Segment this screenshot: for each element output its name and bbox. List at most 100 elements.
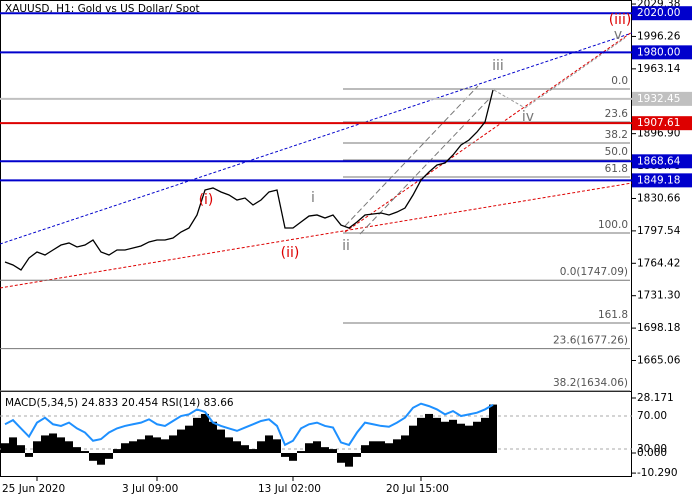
macd-bar <box>409 425 417 453</box>
macd-bar <box>417 417 425 453</box>
y-tick-label: 1797.54 <box>637 225 681 237</box>
y-tick-label: 0.000 <box>637 447 667 459</box>
x-tick-label: 25 Jun 2020 <box>2 483 65 495</box>
macd-bar <box>89 452 97 461</box>
channel-line <box>344 85 479 227</box>
macd-bar <box>425 413 433 453</box>
fib-label: 38.2(1634.06) <box>553 377 628 389</box>
macd-bar <box>25 452 33 457</box>
fib-label: 23.6 <box>605 108 629 120</box>
macd-bar <box>241 445 249 453</box>
macd-bar <box>129 441 137 453</box>
projection-line <box>524 37 626 109</box>
macd-bar <box>297 451 305 453</box>
macd-bar <box>121 443 129 453</box>
macd-bar <box>481 417 489 453</box>
level-box <box>632 173 692 188</box>
macd-bar <box>153 437 161 453</box>
macd-bar <box>97 452 105 465</box>
macd-bar <box>313 441 321 453</box>
y2-tick-label: 70.00 <box>637 410 667 422</box>
level-label: 1868.64 <box>637 155 681 167</box>
y-tick-label: 28.171 <box>637 392 674 404</box>
macd-bar <box>281 452 289 457</box>
fib-label: 23.6(1677.26) <box>553 335 628 347</box>
macd-bar <box>193 417 201 453</box>
macd-bar <box>273 439 281 453</box>
macd-bar <box>305 443 313 453</box>
macd-bar <box>433 417 441 453</box>
level-box <box>632 6 692 21</box>
macd-bar <box>169 435 177 453</box>
fib-label: 61.8 <box>605 163 628 175</box>
macd-bar <box>321 447 329 453</box>
x-tick-label: 3 Jul 09:00 <box>122 483 178 495</box>
macd-bar <box>449 419 457 453</box>
macd-bar <box>185 425 193 453</box>
macd-bar <box>473 421 481 453</box>
macd-bar <box>385 443 393 453</box>
y-tick-label: 1764.42 <box>637 257 680 269</box>
fib-label: 0.0(1747.09) <box>560 266 628 278</box>
macd-bar <box>17 445 25 453</box>
level-box <box>632 45 692 60</box>
level-label: 1849.18 <box>637 174 680 186</box>
macd-bar <box>345 452 353 467</box>
macd-bar <box>177 429 185 453</box>
macd-bar <box>9 437 17 453</box>
macd-bar <box>225 437 233 453</box>
macd-bar <box>33 441 41 453</box>
y-tick-label: 2029.38 <box>637 0 680 10</box>
wave-label: ii <box>342 238 350 254</box>
fib-label: 100.0 <box>598 219 628 231</box>
x-tick-label: 13 Jul 02:00 <box>258 483 321 495</box>
level-label: 2020.00 <box>637 7 680 19</box>
level-box <box>632 91 692 106</box>
price-line <box>4 89 494 271</box>
y-tick-label: -10.290 <box>637 467 678 479</box>
rsi-line <box>4 402 494 447</box>
y-tick-label: 1665.06 <box>637 355 681 367</box>
wave-label: (i) <box>199 192 214 208</box>
y-tick-label: 1698.18 <box>637 322 680 334</box>
macd-bar <box>57 437 65 453</box>
macd-bar <box>81 451 89 453</box>
x-tick-label: 20 Jul 15:00 <box>386 483 449 495</box>
level-box <box>632 154 692 169</box>
macd-bar <box>489 404 497 453</box>
macd-bar <box>65 441 73 453</box>
wave-label: (iii) <box>609 12 632 28</box>
level-label: 1980.00 <box>637 46 680 58</box>
wave-label: i <box>311 190 315 206</box>
wave-label: v <box>614 27 622 43</box>
trend-line <box>0 32 633 245</box>
macd-bar <box>233 441 241 453</box>
wave-label: iii <box>492 58 504 74</box>
macd-bar <box>249 449 257 453</box>
macd-bar <box>161 439 169 453</box>
macd-bar <box>289 452 297 461</box>
macd-bar <box>1 443 9 453</box>
level-label: 1932.45 <box>637 93 680 105</box>
macd-bar <box>113 449 121 453</box>
macd-bar <box>41 435 49 453</box>
macd-bar <box>393 439 401 453</box>
macd-bar <box>353 452 361 457</box>
macd-bar <box>401 435 409 453</box>
macd-bar <box>209 421 217 453</box>
trend-line <box>0 182 633 289</box>
level-label: 1907.61 <box>637 117 680 129</box>
macd-bar <box>201 413 209 453</box>
chart-title: XAUUSD, H1: Gold vs US Dollar/ Spot <box>5 3 200 15</box>
fib-label: 161.8 <box>598 309 628 321</box>
macd-bar <box>105 452 113 459</box>
wave-label: iv <box>522 109 534 125</box>
macd-bar <box>217 429 225 453</box>
y-tick-label: 1896.90 <box>637 128 680 140</box>
macd-bar <box>257 441 265 453</box>
macd-bar <box>377 441 385 453</box>
level-box <box>632 116 692 131</box>
macd-bar <box>465 425 473 453</box>
y-tick-label: 1996.26 <box>637 30 681 42</box>
